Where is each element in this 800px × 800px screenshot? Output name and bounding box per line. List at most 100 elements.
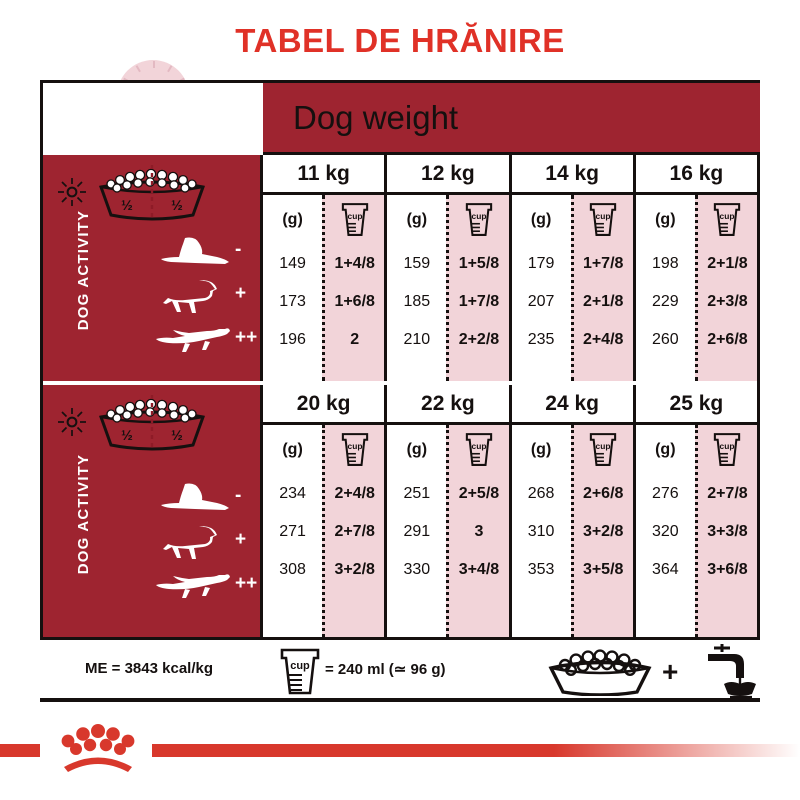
- weight-column: 20 kg (g) 234 271 308 cup 2+4/8 2+7/8 3+2/8: [263, 385, 388, 637]
- svg-text:cup: cup: [347, 211, 362, 221]
- weight-column: 14 kg (g) 179 207 235 cup 1+7/8 2+1/8 2+4/8: [511, 155, 636, 381]
- grams-subcolumn: (g) 198 229 260: [635, 195, 695, 381]
- brand-bar-right: [152, 744, 800, 757]
- cup-unit-icon: cup: [449, 195, 508, 245]
- svg-text:cup: cup: [596, 441, 611, 451]
- cup-subcolumn: cup 1+7/8 2+1/8 2+4/8: [570, 195, 633, 381]
- meal-split-strip: ½ ½: [43, 385, 263, 457]
- grams-cell: 320: [651, 523, 679, 540]
- unit-subcolumns: (g) 149 173 196 cup 1+4/8 1+6/8 2: [263, 195, 385, 381]
- feeding-panel-1: ½ ½ DOG ACTIVITY -: [43, 155, 757, 381]
- cup-cell: 2+2/8: [458, 331, 500, 348]
- cup-unit-icon: cup: [325, 425, 384, 475]
- sun-icon: [58, 178, 86, 206]
- brand-bar-left: [0, 744, 40, 757]
- grams-cell: 268: [527, 485, 555, 502]
- grams-cell: 364: [651, 561, 679, 578]
- grams-unit-label: (g): [406, 441, 428, 458]
- grams-unit-label: (g): [530, 211, 552, 228]
- measuring-cup-icon: cup: [341, 203, 368, 236]
- cup-cell: 1+7/8: [582, 255, 624, 272]
- dog-standing-icon: [163, 280, 217, 313]
- cup-unit-icon: cup: [325, 195, 384, 245]
- grams-cell: 198: [651, 255, 679, 272]
- grams-cell: 251: [403, 485, 431, 502]
- footer-legend: ME = 3843 kcal/kg cup = 240 ml (≃ 96 g) …: [40, 640, 760, 702]
- measuring-cup-icon: cup: [714, 203, 741, 236]
- weight-column: 22 kg (g) 251 291 330 cup 2+5/8 3 3+4/8: [387, 385, 512, 637]
- grams-unit-label: (g): [406, 211, 428, 228]
- weight-header: 14 kg: [511, 155, 633, 195]
- weight-column: 24 kg (g) 268 310 353 cup 2+6/8 3+2/8 3+5/8: [511, 385, 636, 637]
- grams-cell: 330: [403, 561, 431, 578]
- activity-level-low: -: [155, 235, 263, 273]
- cup-subcolumn: cup 2+5/8 3 3+4/8: [446, 425, 509, 637]
- grams-unit-label: (g): [530, 441, 552, 458]
- weight-header: 12 kg: [387, 155, 509, 195]
- cup-cell: 2+4/8: [334, 485, 375, 502]
- svg-text:cup: cup: [471, 211, 486, 221]
- activity-sign: +: [235, 283, 247, 304]
- grams-subcolumn: (g) 251 291 330: [387, 425, 447, 637]
- weight-column: 12 kg (g) 159 185 210 cup 1+5/8 1+7/8 2+2/8: [387, 155, 512, 381]
- unit-subcolumns: (g) 251 291 330 cup 2+5/8 3 3+4/8: [387, 425, 509, 637]
- split-bowl-icon: ½ ½: [99, 165, 205, 221]
- cup-subcolumn: cup 2+1/8 2+3/8 2+6/8: [694, 195, 757, 381]
- grams-cell: 271: [279, 523, 306, 540]
- activity-sign: -: [235, 239, 242, 260]
- grams-subcolumn: (g) 276 320 364: [635, 425, 695, 637]
- weight-column: 16 kg (g) 198 229 260 cup 2+1/8 2+3/8 2+6/8: [635, 155, 757, 381]
- unit-subcolumns: (g) 234 271 308 cup 2+4/8 2+7/8 3+2/8: [263, 425, 385, 637]
- measuring-cup-icon: cup: [465, 203, 493, 236]
- unit-subcolumns: (g) 268 310 353 cup 2+6/8 3+2/8 3+5/8: [511, 425, 633, 637]
- cup-subcolumn: cup 1+4/8 1+6/8 2: [322, 195, 385, 381]
- dog-weight-header: Dog weight: [263, 83, 760, 155]
- cup-cell: 3+6/8: [707, 561, 748, 578]
- cup-cell: 2+5/8: [458, 485, 500, 502]
- grams-cell: 179: [527, 255, 555, 272]
- cup-cell: 2+3/8: [707, 293, 748, 310]
- cup-text: cup: [290, 660, 310, 672]
- dog-lying-icon: [161, 483, 229, 510]
- cup-cell: 2+7/8: [334, 523, 375, 540]
- sun-icon: [58, 408, 86, 436]
- measuring-cup-icon: cup: [341, 433, 368, 466]
- cup-cell: 2+6/8: [582, 485, 624, 502]
- activity-axis-label: DOG ACTIVITY: [75, 209, 92, 331]
- split-bowl-icon: ½ ½: [99, 395, 205, 451]
- cup-cell: 2+1/8: [707, 255, 748, 272]
- activity-level-medium: +: [155, 279, 263, 317]
- grams-cell: 159: [403, 255, 431, 272]
- brand-footer: [0, 722, 800, 778]
- cup-cell: 1+6/8: [334, 293, 375, 310]
- measuring-cup-icon: cup: [590, 203, 617, 236]
- grams-unit-label: (g): [655, 441, 676, 458]
- cup-cell: 3+3/8: [707, 523, 748, 540]
- grams-subcolumn: (g) 149 173 196: [263, 195, 323, 381]
- grams-unit-label: (g): [282, 441, 303, 458]
- cup-cell: 2+4/8: [582, 331, 624, 348]
- activity-level-high: ++: [155, 323, 263, 361]
- cup-cell: 2: [350, 331, 360, 348]
- measuring-cup-icon: cup: [714, 433, 741, 466]
- dog-weight-label: Dog weight: [293, 98, 459, 136]
- grams-cell: 235: [527, 331, 555, 348]
- feeding-panel-2: ½ ½ DOG ACTIVITY -: [43, 385, 757, 637]
- cup-unit-icon: cup: [698, 425, 757, 475]
- feeding-table: Dog weight: [40, 80, 760, 640]
- weight-header: 24 kg: [511, 385, 633, 425]
- cup-subcolumn: cup 1+5/8 1+7/8 2+2/8: [446, 195, 509, 381]
- weight-header: 25 kg: [635, 385, 757, 425]
- plus-sign: +: [662, 656, 679, 687]
- activity-sign: +: [235, 529, 247, 550]
- unit-subcolumns: (g) 198 229 260 cup 2+1/8 2+3/8 2+6/8: [635, 195, 757, 381]
- cup-cell: 2+6/8: [707, 331, 748, 348]
- food-bowl-icon: [548, 649, 652, 696]
- activity-side-panel: ½ ½ DOG ACTIVITY -: [43, 385, 263, 637]
- cup-cell: 3: [474, 523, 484, 540]
- grams-cell: 234: [279, 485, 306, 502]
- cup-equivalence-label: = 240 ml (≃ 96 g): [325, 661, 446, 678]
- dog-running-icon: [156, 574, 230, 598]
- moon-icon: [226, 178, 239, 204]
